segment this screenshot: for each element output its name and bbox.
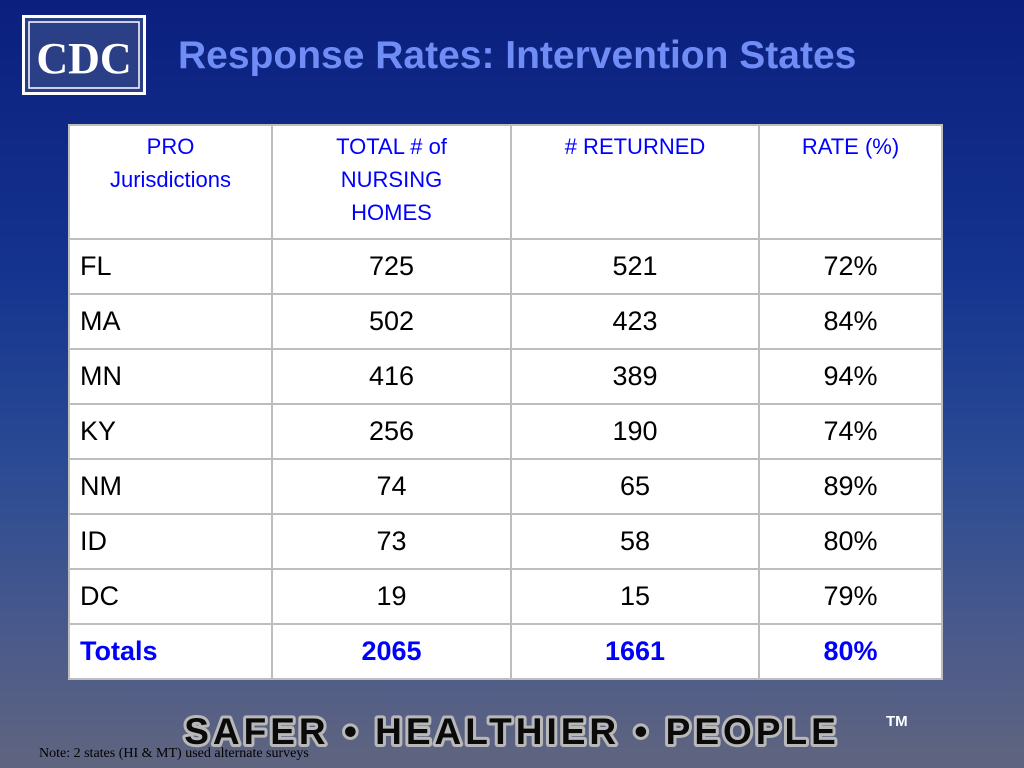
- table-row: MA 502 423 84%: [68, 293, 943, 350]
- cell-total: 19: [271, 568, 512, 625]
- cell-returned: 190: [510, 403, 760, 460]
- cell-jurisdiction: MA: [68, 293, 273, 350]
- header-line: HOMES: [351, 200, 432, 225]
- tagline-text: SAFER • HEALTHIER • PEOPLE: [184, 711, 840, 752]
- header-line: PRO: [146, 134, 195, 159]
- table-header-row: PRO Jurisdictions TOTAL # of NURSING HOM…: [68, 124, 943, 240]
- cell-rate: 79%: [758, 568, 943, 625]
- cell-jurisdiction: FL: [68, 238, 273, 295]
- header-line: # RETURNED: [564, 134, 706, 159]
- header-rate: RATE (%): [758, 124, 943, 240]
- cell-rate: 89%: [758, 458, 943, 515]
- cell-jurisdiction: DC: [68, 568, 273, 625]
- header-total-nursing-homes: TOTAL # of NURSING HOMES: [271, 124, 512, 240]
- table-row: ID 73 58 80%: [68, 513, 943, 570]
- cell-total: 73: [271, 513, 512, 570]
- cell-returned: 423: [510, 293, 760, 350]
- cdc-logo-text: CDC: [36, 34, 131, 83]
- table-row: DC 19 15 79%: [68, 568, 943, 625]
- header-pro-jurisdictions: PRO Jurisdictions: [68, 124, 273, 240]
- header-line: Jurisdictions: [109, 167, 232, 192]
- cell-rate: 74%: [758, 403, 943, 460]
- cell-jurisdiction: MN: [68, 348, 273, 405]
- header-line: RATE (%): [801, 134, 900, 159]
- tagline-banner: SAFER • HEALTHIER • PEOPLE TM: [0, 700, 1024, 756]
- trademark-mark: TM: [886, 713, 908, 730]
- header-line: NURSING: [340, 167, 443, 192]
- cell-returned: 15: [510, 568, 760, 625]
- cell-total: 74: [271, 458, 512, 515]
- footnote: Note: 2 states (HI & MT) used alternate …: [39, 746, 309, 761]
- cell-rate: 80%: [758, 623, 943, 680]
- cell-jurisdiction: ID: [68, 513, 273, 570]
- table-row: NM 74 65 89%: [68, 458, 943, 515]
- header-returned: # RETURNED: [510, 124, 760, 240]
- cell-total: 502: [271, 293, 512, 350]
- cell-returned: 65: [510, 458, 760, 515]
- cell-rate: 94%: [758, 348, 943, 405]
- table-row: MN 416 389 94%: [68, 348, 943, 405]
- cell-jurisdiction: KY: [68, 403, 273, 460]
- cell-jurisdiction: NM: [68, 458, 273, 515]
- response-rates-table: PRO Jurisdictions TOTAL # of NURSING HOM…: [68, 124, 943, 680]
- cell-returned: 1661: [510, 623, 760, 680]
- slide-title: Response Rates: Intervention States: [178, 34, 857, 77]
- cell-total: 416: [271, 348, 512, 405]
- header-line: TOTAL # of: [336, 134, 447, 159]
- cell-rate: 84%: [758, 293, 943, 350]
- cell-total: 2065: [271, 623, 512, 680]
- table-row: FL 725 521 72%: [68, 238, 943, 295]
- cell-rate: 72%: [758, 238, 943, 295]
- table-row-totals: Totals 2065 1661 80%: [68, 623, 943, 680]
- cell-returned: 58: [510, 513, 760, 570]
- cell-total: 725: [271, 238, 512, 295]
- cell-returned: 389: [510, 348, 760, 405]
- cell-total: 256: [271, 403, 512, 460]
- cell-returned: 521: [510, 238, 760, 295]
- cell-rate: 80%: [758, 513, 943, 570]
- cdc-logo: CDC: [22, 15, 146, 95]
- table-row: KY 256 190 74%: [68, 403, 943, 460]
- cell-jurisdiction: Totals: [68, 623, 273, 680]
